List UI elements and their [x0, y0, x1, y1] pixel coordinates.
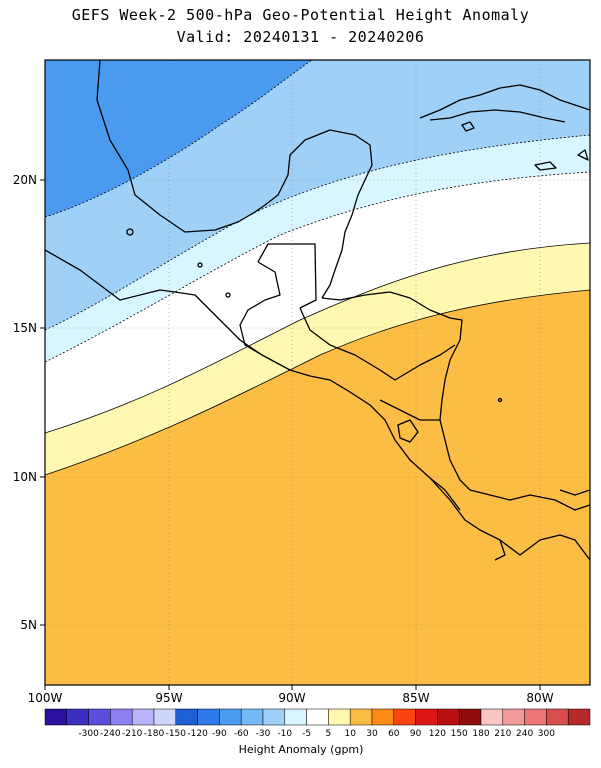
positive-contours [45, 242, 590, 476]
colorbar-swatch [110, 708, 133, 726]
y-tick-10n: 10N [13, 470, 37, 484]
colorbar: -300 -240 -210 -180 -150 -120 -90 -60 -30 -10 -5 5 1… [44, 708, 591, 739]
colorbar-label: 180 [472, 729, 489, 739]
colorbar-swatch [349, 708, 373, 726]
colorbar-label: -60 [234, 729, 249, 739]
colorbar-label: 240 [516, 729, 533, 739]
colorbar-label: 210 [494, 729, 511, 739]
title-line2: Valid: 20240131 - 20240206 [176, 28, 425, 46]
colorbar-label: 60 [388, 729, 400, 739]
colorbar-label: 300 [538, 729, 555, 739]
colorbar-label: -150 [166, 729, 187, 739]
colorbar-swatch [175, 708, 198, 726]
colorbar-label: 5 [326, 729, 332, 739]
title-line1: GEFS Week-2 500-hPa Geo-Potential Height… [71, 6, 530, 24]
colorbar-swatch [524, 708, 547, 726]
colorbar-label: -30 [256, 729, 271, 739]
x-tick-95w: 95W [155, 691, 182, 705]
band-neg60-to-neg30 [45, 60, 312, 217]
colorbar-swatch [153, 708, 177, 726]
colorbar-label: -90 [212, 729, 227, 739]
colorbar-label: 30 [366, 729, 378, 739]
colorbar-label: -300 [78, 729, 99, 739]
colorbar-title: Height Anomaly (gpm) [239, 743, 364, 756]
colorbar-swatch [197, 708, 220, 726]
colorbar-label: -120 [187, 729, 208, 739]
x-tick-85w: 85W [402, 691, 429, 705]
colorbar-swatch [240, 708, 264, 726]
colorbar-swatch [437, 708, 460, 726]
colorbar-swatch [502, 708, 525, 726]
colorbar-label: -210 [122, 729, 143, 739]
colorbar-label: -240 [100, 729, 121, 739]
colorbar-swatch [328, 708, 351, 726]
colorbar-swatch [284, 708, 307, 726]
y-tick-15n: 15N [13, 321, 37, 335]
colorbar-label: -10 [277, 729, 292, 739]
colorbar-swatch [262, 708, 286, 726]
colorbar-swatch [306, 708, 329, 726]
colorbar-label: -180 [144, 729, 165, 739]
colorbar-label: -5 [302, 729, 311, 739]
x-tick-90w: 90W [278, 691, 305, 705]
colorbar-swatch [546, 708, 569, 726]
colorbar-swatch [371, 708, 395, 726]
negative-contours [45, 60, 590, 363]
colorbar-label: 120 [429, 729, 446, 739]
x-tick-labels: 100W 95W 90W 85W 80W [28, 691, 554, 705]
colorbar-swatch [44, 708, 68, 726]
y-tick-5n: 5N [20, 618, 37, 632]
colorbar-swatch [480, 708, 504, 726]
x-tick-100w: 100W [28, 691, 63, 705]
colorbar-label: 90 [410, 729, 422, 739]
axis-ticks [40, 179, 541, 690]
anomaly-field [45, 60, 590, 685]
colorbar-swatch [567, 708, 591, 726]
colorbar-swatch [415, 708, 438, 726]
colorbar-swatch [131, 708, 155, 726]
colorbar-label: 10 [344, 729, 356, 739]
y-tick-labels: 20N 15N 10N 5N [13, 173, 37, 632]
colorbar-swatch [66, 708, 89, 726]
x-tick-80w: 80W [526, 691, 553, 705]
colorbar-swatch [219, 708, 242, 726]
graticule [45, 60, 590, 685]
colorbar-swatch [393, 708, 416, 726]
y-tick-20n: 20N [13, 173, 37, 187]
map-frame [44, 59, 591, 686]
colorbar-label: 150 [451, 729, 468, 739]
colorbar-swatch [88, 708, 111, 726]
colorbar-swatch [458, 708, 482, 726]
coastlines [45, 60, 590, 561]
